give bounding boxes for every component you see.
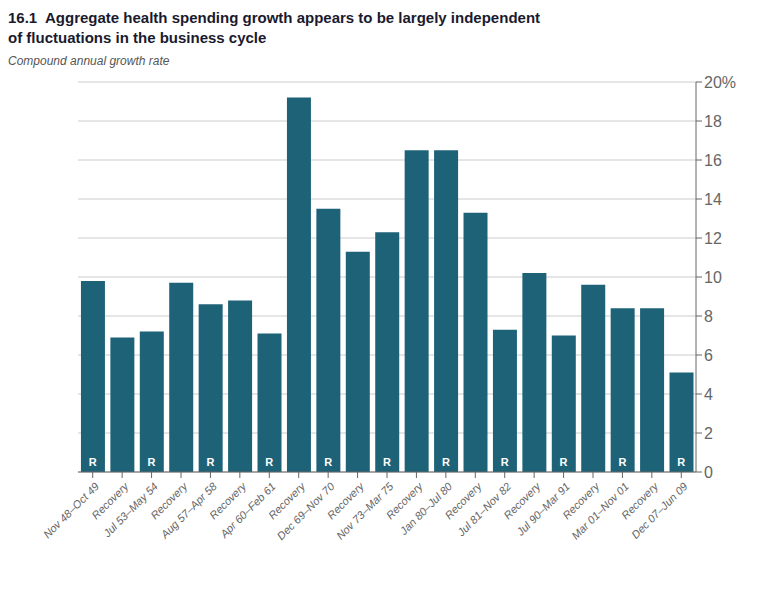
svg-text:Jul 81–Nov 82: Jul 81–Nov 82 <box>455 480 514 539</box>
svg-text:Jul 90–Mar 91: Jul 90–Mar 91 <box>514 480 573 538</box>
svg-text:Mar 01–Nov 01: Mar 01–Nov 01 <box>569 480 631 542</box>
svg-text:Dec 07–Jun 09: Dec 07–Jun 09 <box>629 480 690 541</box>
svg-text:0: 0 <box>704 464 713 481</box>
svg-text:R: R <box>148 456 156 468</box>
svg-text:Recovery: Recovery <box>265 480 308 522</box>
svg-text:Jan 80–Jul 80: Jan 80–Jul 80 <box>397 480 455 537</box>
html-text:16.1 Aggregate health spending: 16.1 Aggregate health spending growth ap… <box>8 9 540 46</box>
svg-text:Nov 73–Mar 75: Nov 73–Mar 75 <box>333 480 396 542</box>
svg-text:6: 6 <box>704 347 713 364</box>
svg-text:R: R <box>618 456 626 468</box>
svg-text:2: 2 <box>704 425 713 442</box>
svg-text:Nov 48–Oct 49: Nov 48–Oct 49 <box>40 480 102 541</box>
svg-text:R: R <box>560 456 568 468</box>
svg-text:Recovery: Recovery <box>619 480 661 522</box>
svg-text:Apr 60–Feb 61: Apr 60–Feb 61 <box>217 480 278 540</box>
svg-text:Recovery: Recovery <box>383 480 425 522</box>
svg-text:14: 14 <box>704 191 722 208</box>
svg-text:16: 16 <box>704 152 722 169</box>
svg-text:Recovery: Recovery <box>501 480 543 522</box>
svg-text:18: 18 <box>704 113 722 130</box>
svg-text:R: R <box>442 456 450 468</box>
svg-text:Recovery: Recovery <box>324 480 367 522</box>
svg-text:Recovery: Recovery <box>89 480 131 522</box>
svg-text:Dec 69–Nov 70: Dec 69–Nov 70 <box>274 480 337 543</box>
svg-text:R: R <box>89 456 97 468</box>
svg-text:R: R <box>265 456 273 468</box>
svg-text:Recovery: Recovery <box>560 480 602 522</box>
svg-text:R: R <box>324 456 332 468</box>
svg-text:R: R <box>677 456 685 468</box>
svg-text:R: R <box>501 456 509 468</box>
svg-text:Recovery: Recovery <box>207 480 249 522</box>
svg-text:10: 10 <box>704 269 722 286</box>
svg-text:20%: 20% <box>704 74 736 91</box>
svg-text:R: R <box>383 456 391 468</box>
svg-text:R: R <box>206 456 214 468</box>
svg-text:Recovery: Recovery <box>148 480 190 522</box>
html-text:Compound annual growth rate: Compound annual growth rate <box>8 54 170 68</box>
svg-text:12: 12 <box>704 230 722 247</box>
svg-text:4: 4 <box>704 386 713 403</box>
svg-text:Recovery: Recovery <box>442 480 484 522</box>
svg-text:Aug 57–Apr 58: Aug 57–Apr 58 <box>158 480 219 541</box>
svg-text:8: 8 <box>704 308 713 325</box>
svg-text:Jul 53–May 54: Jul 53–May 54 <box>101 480 161 540</box>
